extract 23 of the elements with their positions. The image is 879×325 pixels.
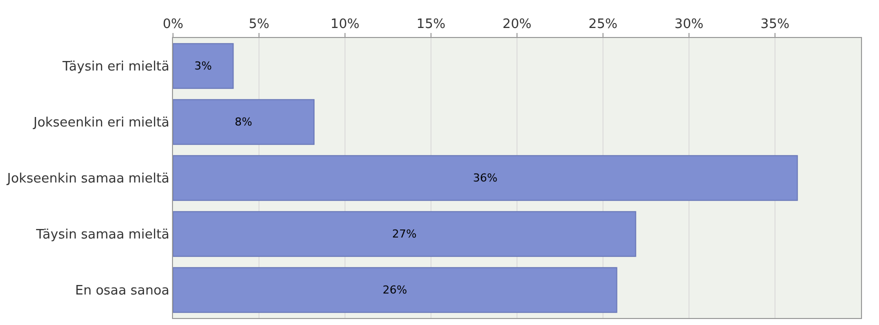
y-tick-label: Jokseenkin eri mieltä (32, 116, 170, 131)
x-tick-label: 20% (502, 16, 532, 32)
x-tick-label: 10% (330, 16, 360, 32)
bar (173, 99, 315, 145)
x-tick-label: 0% (162, 16, 184, 32)
data-label: 26% (382, 284, 408, 296)
x-tick-label: 35% (760, 16, 790, 32)
x-tick-label: 5% (248, 16, 270, 32)
data-label: 3% (194, 60, 212, 72)
x-tick-label: 25% (588, 16, 618, 32)
x-tick-label: 15% (416, 16, 446, 32)
data-label: 27% (392, 228, 417, 240)
x-tick-label: 30% (674, 16, 704, 32)
y-tick-label: Täysin samaa mieltä (35, 228, 170, 243)
bar (173, 155, 798, 201)
y-tick-label: Täysin eri mieltä (62, 60, 170, 75)
bar (173, 267, 618, 313)
data-label: 8% (234, 116, 252, 128)
data-label: 36% (472, 172, 498, 184)
y-tick-label: En osaa sanoa (75, 284, 170, 299)
bar (173, 211, 636, 257)
bar (173, 43, 234, 89)
y-tick-label: Jokseenkin samaa mieltä (6, 172, 170, 187)
